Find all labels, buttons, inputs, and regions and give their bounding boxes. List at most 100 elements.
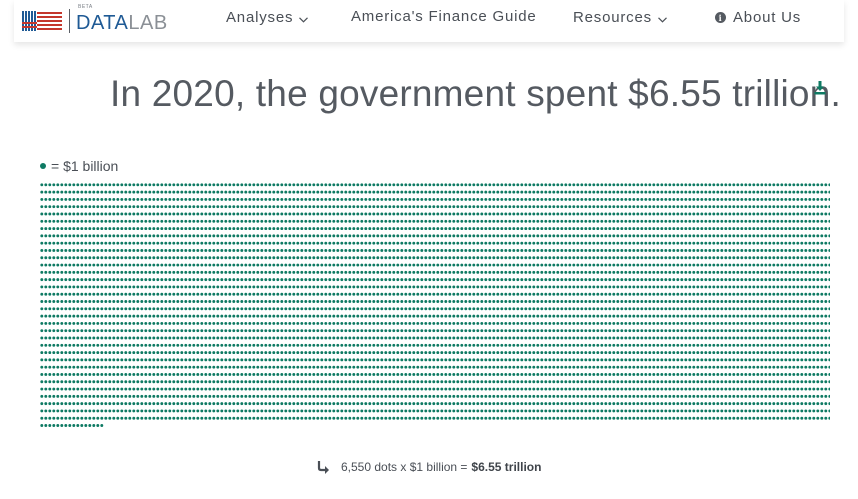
billion-dot — [220, 263, 224, 267]
billion-dot — [212, 285, 216, 289]
billion-dot — [628, 358, 632, 362]
billion-dot — [704, 270, 708, 274]
billion-dot — [132, 365, 136, 369]
billion-dot — [552, 219, 556, 223]
billion-dot — [412, 329, 416, 333]
billion-dot — [340, 256, 344, 260]
billion-dot — [600, 212, 604, 216]
billion-dot — [172, 234, 176, 238]
billion-dot — [44, 197, 48, 201]
download-icon[interactable] — [814, 81, 826, 95]
billion-dot — [712, 212, 716, 216]
billion-dot — [440, 358, 444, 362]
billion-dot — [152, 336, 156, 340]
billion-dot — [396, 248, 400, 252]
billion-dot — [180, 343, 184, 347]
billion-dot — [60, 351, 64, 355]
billion-dot — [252, 321, 256, 325]
billion-dot — [700, 300, 704, 303]
billion-dot — [584, 278, 588, 282]
billion-dot — [228, 183, 232, 187]
billion-dot — [628, 227, 632, 231]
billion-dot — [612, 307, 616, 311]
billion-dot — [156, 270, 160, 274]
billion-dot — [756, 314, 760, 318]
billion-dot — [52, 205, 56, 209]
billion-dot — [160, 234, 164, 238]
billion-dot — [200, 212, 204, 216]
billion-dot — [660, 205, 664, 209]
billion-dot — [772, 343, 776, 347]
billion-dot — [696, 321, 700, 325]
billion-dot — [368, 234, 372, 238]
billion-dot — [260, 190, 264, 194]
billion-dot — [164, 212, 168, 216]
billion-dot — [612, 256, 616, 260]
billion-dot — [92, 351, 96, 355]
billion-dot — [108, 343, 112, 347]
billion-dot — [768, 314, 772, 318]
billion-dot — [48, 300, 52, 303]
billion-dot — [820, 358, 824, 362]
billion-dot — [380, 190, 384, 194]
billion-dot — [152, 351, 156, 355]
nav-about-us[interactable]: i About Us — [715, 9, 801, 26]
billion-dot — [260, 205, 264, 209]
billion-dot — [276, 278, 280, 282]
billion-dot — [512, 270, 516, 274]
billion-dot — [240, 292, 244, 296]
billion-dot — [452, 307, 456, 311]
billion-dot — [276, 212, 280, 216]
billion-dot — [124, 190, 128, 194]
billion-dot — [148, 248, 152, 252]
billion-dot — [756, 321, 760, 325]
billion-dot — [352, 329, 356, 333]
billion-dot — [408, 241, 412, 245]
billion-dot — [728, 219, 732, 223]
billion-dot — [372, 263, 376, 267]
billion-dot — [336, 307, 340, 311]
billion-dot — [656, 205, 660, 209]
billion-dot — [360, 183, 364, 187]
billion-dot — [780, 263, 784, 267]
billion-dot — [268, 227, 272, 231]
billion-dot — [672, 263, 676, 267]
billion-dot — [612, 212, 616, 216]
billion-dot — [648, 256, 652, 260]
billion-dot — [320, 270, 324, 274]
billion-dot — [808, 292, 812, 296]
billion-dot — [300, 241, 304, 245]
billion-dot — [612, 336, 616, 340]
billion-dot — [96, 256, 100, 260]
billion-dot — [608, 183, 612, 187]
billion-dot — [304, 212, 308, 216]
billion-dot — [768, 278, 772, 282]
billion-dot — [300, 292, 304, 296]
nav-analyses[interactable]: Analyses — [226, 9, 309, 26]
billion-dot — [788, 314, 792, 318]
nav-resources[interactable]: Resources — [573, 9, 667, 26]
billion-dot — [544, 190, 548, 194]
billion-dot — [120, 197, 124, 201]
billion-dot — [92, 234, 96, 238]
nav-americas-finance-guide[interactable]: America's Finance Guide — [351, 8, 537, 25]
billion-dot — [752, 183, 756, 187]
billion-dot — [72, 314, 76, 318]
billion-dot — [468, 336, 472, 340]
billion-dot — [536, 336, 540, 340]
datalab-logo[interactable]: BETA DATA LAB — [22, 4, 168, 34]
billion-dot — [328, 343, 332, 347]
billion-dot — [732, 278, 736, 282]
billion-dot — [660, 336, 664, 340]
billion-dot — [812, 307, 816, 311]
billion-dot — [276, 314, 280, 318]
billion-dot — [488, 343, 492, 347]
billion-dot — [336, 270, 340, 274]
billion-dot — [764, 321, 768, 325]
billion-dot — [48, 241, 52, 245]
billion-dot — [560, 248, 564, 252]
billion-dot — [596, 336, 600, 340]
billion-dot — [672, 292, 676, 296]
billion-dot — [80, 241, 84, 245]
billion-dot — [752, 292, 756, 296]
